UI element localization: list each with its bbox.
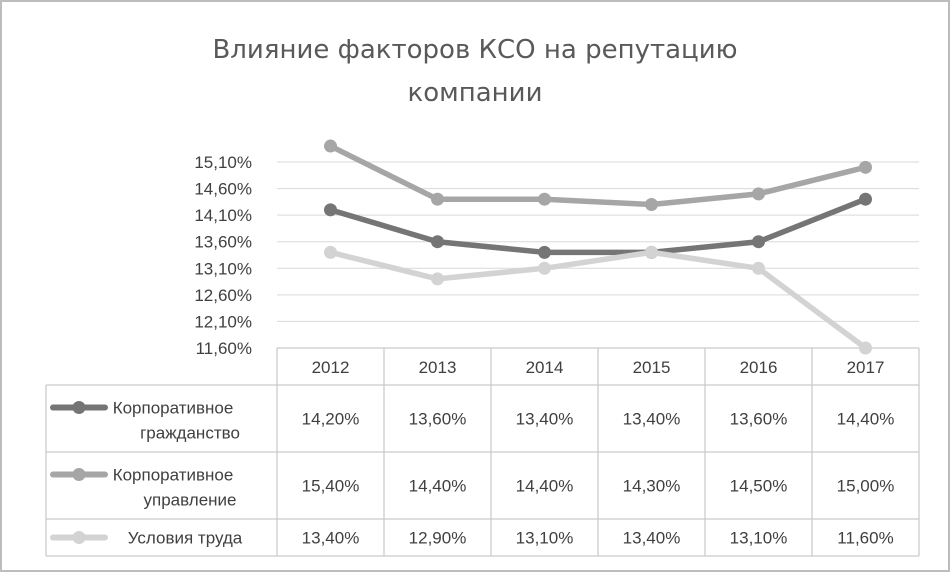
data-table: 2012 2013 2014 2015 2016 2017 Корпоративное гра… [45,347,920,557]
table-value-cell: 14,20% [302,410,360,429]
data-point [538,192,551,206]
data-point [538,245,551,259]
data-point [645,198,658,212]
table-value-cell: 13,60% [730,410,788,429]
x-tick-label: 2016 [740,358,778,377]
data-point [431,272,444,286]
data-point [538,261,551,275]
table-value-cell: 13,40% [302,529,360,548]
table-value-cell: 13,40% [623,410,681,429]
x-tick-label: 2012 [312,358,350,377]
legend-key-marker [72,401,86,414]
y-tick-label: 12,60% [194,286,252,305]
series-lines [324,139,872,355]
data-point [324,245,337,259]
gridlines [277,161,919,322]
table-value-cell: 13,40% [623,529,681,548]
data-point [431,192,444,206]
data-point [859,192,872,206]
y-tick-label: 15,10% [194,153,252,172]
y-axis: 15,10% 14,60% 14,10% 13,60% 13,10% 12,60% 12,1… [194,153,252,358]
table-value-cell: 13,60% [409,410,467,429]
x-tick-label: 2015 [633,358,671,377]
x-tick-label: 2014 [526,358,564,377]
x-tick-label: 2013 [419,358,457,377]
chart-title-line-2: компании [408,78,543,108]
data-point [324,139,337,153]
y-tick-label: 13,60% [194,233,252,252]
table-value-cell: 11,60% [837,529,893,548]
table-value-cell: 13,10% [516,529,574,548]
y-tick-label: 12,10% [194,312,252,331]
table-value-cell: 14,40% [837,410,895,429]
data-point [324,203,337,217]
series-name-label: Корпоративное [113,399,234,418]
table-value-cell: 14,40% [409,477,467,496]
chart-title-line-1: Влияние факторов КСО на репутацию [212,35,737,65]
legend-key-marker [72,468,86,481]
data-point [752,187,765,201]
table-value-cell: 15,00% [837,477,895,496]
y-tick-label: 11,60% [196,339,252,358]
table-value-cell: 15,40% [302,477,360,496]
series-line [327,143,869,208]
legend-key-marker [72,531,86,544]
data-point [645,245,658,259]
y-tick-label: 14,10% [194,206,252,225]
table-value-cell: 13,40% [516,410,574,429]
series-line [327,249,869,351]
table-value-cell: 14,50% [730,477,788,496]
table-value-cell: 14,30% [623,477,681,496]
y-tick-label: 14,60% [194,180,252,199]
data-point [752,261,765,275]
data-point [431,235,444,249]
table-value-cell: 14,40% [516,477,574,496]
series-name-label: гражданство [140,424,240,443]
series-line [327,196,869,256]
table-value-cell: 13,10% [730,529,788,548]
data-point [752,235,765,249]
series-name-label: Условия труда [128,529,243,548]
y-tick-label: 13,10% [194,259,252,278]
data-point [859,341,872,355]
series-name-label: управление [144,491,237,510]
series-name-label: Корпоративное [113,466,234,485]
x-tick-label: 2017 [847,358,885,377]
table-value-cell: 12,90% [409,529,467,548]
data-point [859,160,872,174]
